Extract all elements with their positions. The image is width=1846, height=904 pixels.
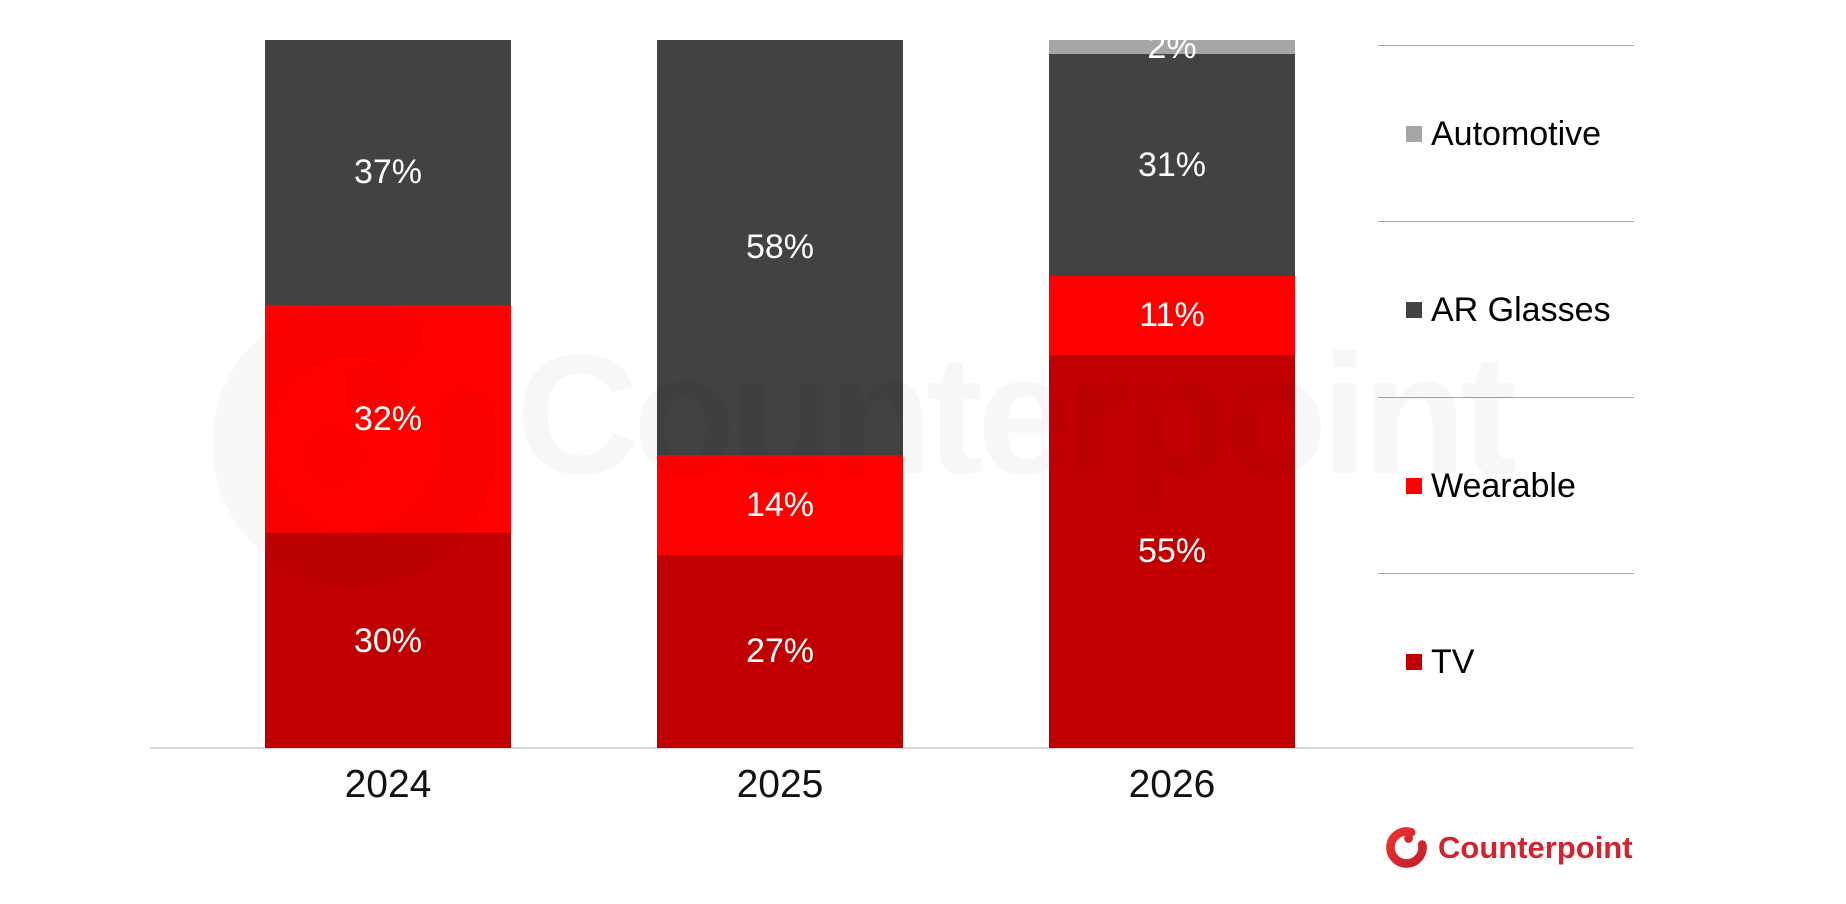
data-label: 27% — [745, 632, 815, 671]
data-label: 11% — [1139, 296, 1205, 335]
data-label: 37% — [353, 153, 423, 192]
bar-2025: 58% 14% 27% — [657, 40, 903, 748]
counterpoint-logo-icon — [1386, 827, 1427, 868]
segment-ar-glasses-2025: 58% — [657, 40, 903, 455]
x-axis-line — [150, 747, 1633, 749]
legend-swatch-icon — [1406, 125, 1422, 142]
legend-item-tv: TV — [1378, 573, 1634, 749]
legend-swatch-icon — [1406, 653, 1422, 670]
segment-wearable-2025: 14% — [657, 454, 903, 555]
data-label: 30% — [353, 621, 423, 660]
data-label: 2% — [1147, 28, 1197, 67]
legend-item-ar-glasses: AR Glasses — [1378, 221, 1634, 397]
legend-swatch-icon — [1406, 301, 1422, 318]
data-label: 55% — [1137, 532, 1207, 571]
segment-automotive-2026: 2% — [1049, 30, 1295, 64]
data-label: 58% — [745, 228, 815, 267]
segment-ar-glasses-2026: 31% — [1049, 54, 1295, 276]
brand: Counterpoint — [1383, 824, 1633, 870]
legend-item-wearable: Wearable — [1378, 397, 1634, 573]
x-axis-label-2026: 2026 — [1128, 763, 1216, 806]
x-axis-label-2025: 2025 — [736, 763, 824, 806]
legend-label: Automotive — [1431, 114, 1602, 153]
bar-2024: 37% 32% 30% — [265, 40, 511, 748]
legend-item-automotive: Automotive — [1378, 45, 1634, 221]
data-label: 14% — [745, 485, 815, 524]
bar-2026: 2% 31% 11% 55% — [1049, 30, 1295, 748]
segment-wearable-2024: 32% — [265, 304, 511, 534]
legend-label: Wearable — [1431, 466, 1576, 505]
segment-ar-glasses-2024: 37% — [265, 40, 511, 305]
segment-tv-2025: 27% — [657, 554, 903, 748]
data-label: 32% — [353, 400, 423, 439]
legend-label: AR Glasses — [1431, 290, 1611, 329]
data-label: 31% — [1137, 146, 1207, 185]
legend-label: TV — [1431, 642, 1475, 681]
segment-tv-2024: 30% — [265, 533, 511, 748]
segment-wearable-2026: 11% — [1049, 275, 1295, 355]
segment-tv-2026: 55% — [1049, 354, 1295, 748]
brand-name: Counterpoint — [1438, 829, 1633, 865]
x-axis-label-2024: 2024 — [344, 763, 432, 806]
legend: Automotive AR Glasses Wearable TV — [1378, 45, 1634, 749]
legend-swatch-icon — [1406, 477, 1422, 494]
